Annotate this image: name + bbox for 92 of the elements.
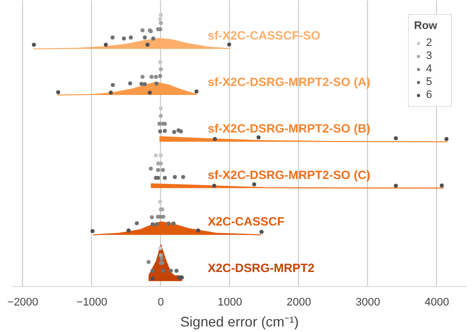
legend-label: 5 [426,76,434,88]
point [162,128,167,133]
point [172,221,176,226]
point [150,268,155,273]
point [146,42,150,47]
point [151,36,156,41]
point [108,90,113,95]
series-label: X2C-CASSCF [208,214,284,229]
point [150,222,155,226]
point [158,16,162,21]
point [122,36,126,41]
point [161,268,166,273]
point [140,82,144,86]
point [160,256,164,261]
point [168,268,173,273]
x-tick-label: 3000 [356,296,380,308]
x-tick-label: 0 [158,296,164,308]
point [148,90,152,95]
point [150,215,154,220]
point [134,221,139,226]
point [172,175,177,180]
point [146,260,151,264]
x-tick-label: −2000 [7,296,38,308]
point [260,230,264,234]
point [158,74,162,78]
series-label: sf-X2C-CASSCF-SO [208,28,320,43]
point [166,221,170,226]
point [394,136,398,140]
point [161,214,166,219]
point [158,246,162,250]
point [150,74,154,79]
point [158,106,163,110]
point [154,74,158,79]
point [194,89,199,94]
x-tick-label: −1000 [76,296,108,308]
legend-label: 2 [426,37,434,49]
point [110,35,115,40]
point [154,153,158,158]
point [150,276,155,281]
x-tick-label: 2000 [286,296,312,308]
point [178,129,183,134]
text: X2C-DSRG-MRPT2 [208,260,315,275]
series-label: sf-X2C-DSRG-MRPT2-SO (B) [208,122,370,136]
point [158,253,163,258]
point [158,114,163,118]
point [160,168,165,172]
legend-title: Row [414,20,438,32]
point [440,183,444,188]
point [148,166,153,171]
point [110,82,115,87]
point [126,228,131,233]
point [104,42,108,47]
point [156,168,160,172]
series-label: sf-X2C-DSRG-MRPT2-SO (A) [208,74,370,89]
x-tick-label: 4000 [424,296,450,308]
point [158,200,162,204]
point [158,153,163,158]
point [154,82,158,86]
point [181,175,186,180]
point [142,35,147,40]
point [158,67,163,72]
legend-label: 6 [426,89,434,101]
point [174,268,179,273]
series-label: sf-X2C-DSRG-MRPT2-SO (C) [208,168,370,182]
point [158,21,163,26]
point [196,228,200,233]
point [32,42,36,47]
point [140,28,144,32]
point [212,184,216,188]
point [56,90,60,94]
point [394,184,398,188]
legend-label: 4 [426,63,434,75]
point [158,129,162,134]
point [172,130,176,134]
point [227,42,232,46]
point [158,12,163,17]
x-tick-label: 1000 [218,296,242,308]
x-axis-title: Signed error (cm⁻¹) [180,314,299,330]
point [140,74,144,79]
point [128,81,132,86]
legend-label: 3 [426,50,434,62]
point [157,122,162,126]
point [212,137,217,142]
point [444,137,448,142]
point [128,35,133,40]
point [162,176,167,180]
point [142,82,147,86]
point [252,182,256,186]
point [256,135,261,140]
point [158,60,162,64]
point [90,229,95,234]
point [154,222,159,226]
